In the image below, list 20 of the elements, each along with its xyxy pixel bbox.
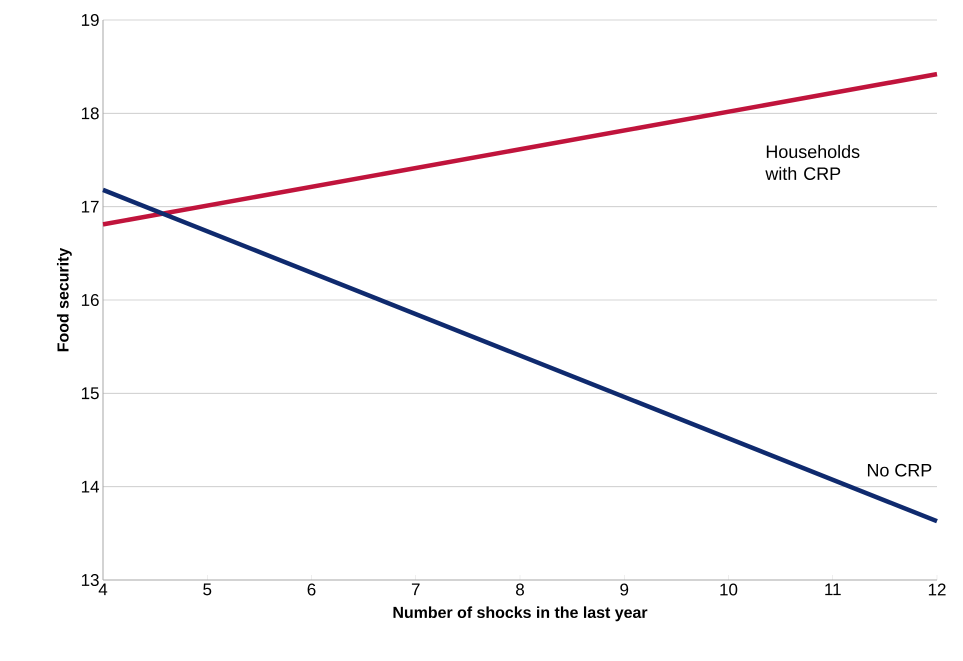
x-tick-label: 7 [412,584,420,596]
x-tick-label: 8 [516,584,524,596]
y-tick-label: 18 [82,107,99,120]
y-tick-label: 15 [82,387,99,400]
y-tick-label: 14 [82,480,99,492]
y-tick-label: 13 [82,574,99,586]
x-tick-label: 12 [928,584,946,596]
x-tick-label: 11 [825,584,841,596]
y-tick-label: 19 [82,14,99,26]
y-tick-label: 17 [82,200,99,212]
y-axis-title: Food security [56,248,72,352]
x-tick-label: 4 [98,584,108,596]
text: Households with CRP [765,144,860,180]
y-tick-label: 16 [82,294,99,306]
x-tick-label: 6 [308,584,316,596]
x-tick-label: 5 [203,584,212,596]
series-label: No CRP [868,464,932,477]
x-axis-title: Number of shocks in the last year [394,606,648,622]
x-tick-label: 10 [720,584,738,596]
x-tick-label: 9 [620,584,628,596]
